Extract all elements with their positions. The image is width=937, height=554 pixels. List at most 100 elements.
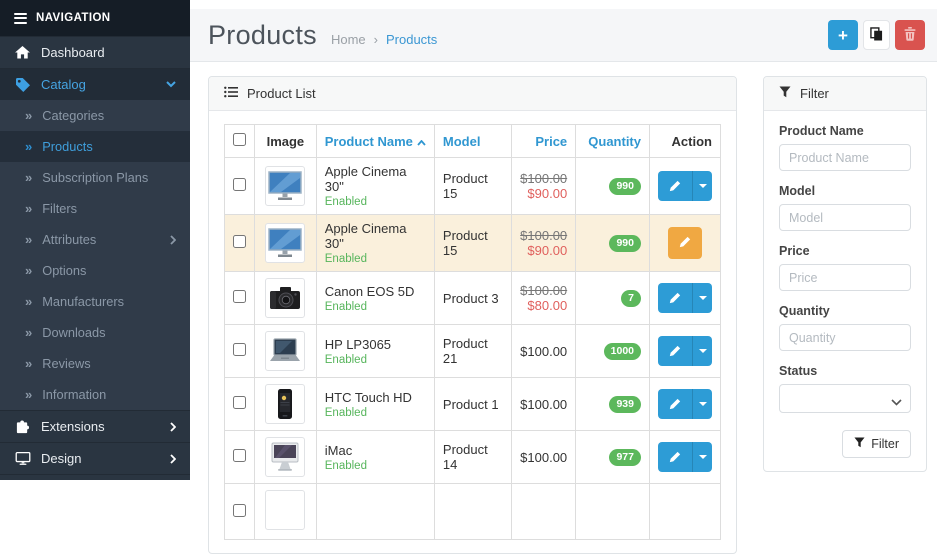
pencil-icon[interactable] — [658, 283, 692, 313]
sidebar-navigation-header: NAVIGATION — [0, 0, 190, 36]
table-header-row: Image Product Name Model Price Quantity … — [224, 124, 721, 158]
edit-split-button[interactable] — [658, 336, 712, 366]
product-status: Enabled — [324, 196, 367, 208]
price-current: $100.00 — [520, 343, 568, 359]
breadcrumb-products[interactable]: Products — [385, 31, 438, 47]
edit-button-active[interactable] — [668, 227, 702, 259]
sidebar-item-categories[interactable]: » Categories — [0, 100, 190, 131]
sidebar-item-subscription-plans[interactable]: » Subscription Plans — [0, 162, 190, 193]
row-checkbox[interactable] — [233, 343, 246, 356]
sort-asc-icon — [417, 134, 426, 149]
row-checkbox[interactable] — [233, 235, 246, 248]
sidebar-item-reviews[interactable]: » Reviews — [0, 348, 190, 379]
sidebar-item-extensions[interactable]: Extensions — [0, 410, 190, 442]
row-checkbox[interactable] — [233, 396, 246, 409]
filter-quantity-input[interactable] — [779, 324, 911, 351]
filter-price-input[interactable] — [779, 264, 911, 291]
product-thumbnail — [265, 490, 306, 530]
pencil-icon[interactable] — [658, 389, 692, 419]
column-header-price[interactable]: Price — [511, 124, 577, 158]
breadcrumb-home[interactable]: Home — [330, 31, 366, 47]
product-status: Enabled — [324, 353, 367, 366]
product-thumbnail-monitor — [265, 166, 306, 206]
dropdown-caret-button[interactable] — [692, 442, 712, 472]
row-checkbox[interactable] — [233, 449, 246, 462]
column-header-product-name[interactable]: Product Name — [315, 124, 435, 158]
delete-button[interactable] — [895, 20, 925, 50]
catalog-submenu: » Categories » Products » Subscription P… — [0, 100, 190, 410]
filter-model-input[interactable] — [779, 204, 911, 231]
product-name: Apple Cinema 30" — [324, 221, 407, 251]
table-row-highlighted: Apple Cinema 30" Enabled Product 15 $100.… — [224, 214, 721, 272]
sidebar-item-label: Dashboard — [41, 45, 105, 60]
sidebar-item-label: Design — [41, 451, 82, 466]
sidebar-item-design[interactable]: Design — [0, 442, 190, 474]
edit-split-button[interactable] — [658, 389, 712, 419]
row-checkbox[interactable] — [233, 503, 246, 517]
column-header-quantity[interactable]: Quantity — [575, 124, 650, 158]
filter-product-name-input[interactable] — [779, 144, 911, 171]
price-old: $100.00 — [520, 171, 568, 186]
edit-split-button[interactable] — [658, 283, 712, 313]
price-current: $90.00 — [527, 186, 568, 201]
product-table: Image Product Name Model Price Quantity … — [224, 124, 721, 540]
product-list-panel-heading: Product List — [209, 77, 736, 111]
dropdown-caret-button[interactable] — [692, 171, 712, 201]
filter-label-price: Price — [779, 244, 810, 258]
double-angle-icon: » — [25, 201, 33, 216]
double-angle-icon: » — [25, 232, 33, 247]
filter-label-quantity: Quantity — [779, 304, 830, 318]
copy-button[interactable] — [863, 20, 890, 50]
double-angle-icon: » — [25, 263, 33, 278]
column-header-image: Image — [254, 124, 317, 158]
product-model: Product 15 — [433, 214, 513, 272]
select-all-checkbox[interactable] — [233, 133, 246, 146]
product-price: $100.00 $90.00 — [511, 214, 577, 272]
page-title: Products — [208, 19, 317, 50]
table-row: HTC Touch HD Enabled Product 1 $100.00 93… — [224, 377, 721, 431]
dropdown-caret-button[interactable] — [692, 336, 712, 366]
pencil-icon[interactable] — [658, 171, 692, 201]
chevron-right-icon — [170, 453, 176, 464]
pencil-icon[interactable] — [658, 442, 692, 472]
dropdown-caret-button[interactable] — [692, 389, 712, 419]
sidebar-item-options[interactable]: » Options — [0, 255, 190, 286]
top-navbar-edge — [190, 0, 937, 9]
sidebar-title: NAVIGATION — [36, 12, 111, 24]
row-checkbox[interactable] — [233, 178, 246, 191]
row-checkbox[interactable] — [233, 290, 246, 303]
product-thumbnail-phone — [265, 384, 306, 424]
product-model: Product 14 — [433, 430, 513, 484]
main-content: Products Home › Products + — [190, 0, 937, 554]
column-header-action: Action — [649, 124, 721, 158]
dropdown-caret-button[interactable] — [692, 283, 712, 313]
add-product-button[interactable]: + — [828, 20, 858, 50]
sidebar-item-information[interactable]: » Information — [0, 379, 190, 410]
pencil-icon[interactable] — [658, 336, 692, 366]
filter-button[interactable]: Filter — [842, 430, 911, 458]
sidebar-item-attributes[interactable]: » Attributes — [0, 224, 190, 255]
sidebar-item-dashboard[interactable]: Dashboard — [0, 36, 190, 68]
product-name: HP LP3065 — [324, 336, 392, 352]
quantity-badge: 977 — [609, 449, 641, 466]
sidebar-item-label: Information — [42, 387, 107, 402]
filter-label-model: Model — [779, 184, 816, 198]
status-select[interactable] — [779, 384, 911, 413]
sidebar-item-manufacturers[interactable]: » Manufacturers — [0, 286, 190, 317]
sidebar-item-catalog[interactable]: Catalog — [0, 68, 190, 100]
product-model: Product 3 — [433, 271, 513, 325]
sidebar-item-label: Downloads — [42, 325, 106, 340]
filter-label-product-name: Product Name — [779, 124, 864, 138]
sidebar-item-downloads[interactable]: » Downloads — [0, 317, 190, 348]
edit-split-button[interactable] — [658, 171, 712, 201]
product-price: $100.00 — [511, 324, 577, 378]
product-thumbnail-monitor — [265, 223, 306, 263]
filter-label-status: Status — [779, 364, 818, 378]
sidebar-item-label: Catalog — [41, 77, 86, 92]
edit-split-button[interactable] — [658, 442, 712, 472]
product-thumbnail-laptop — [265, 331, 306, 371]
sidebar-item-label: Products — [42, 139, 93, 154]
sidebar-item-filters[interactable]: » Filters — [0, 193, 190, 224]
column-header-model[interactable]: Model — [433, 124, 513, 158]
sidebar-item-products[interactable]: » Products — [0, 131, 190, 162]
